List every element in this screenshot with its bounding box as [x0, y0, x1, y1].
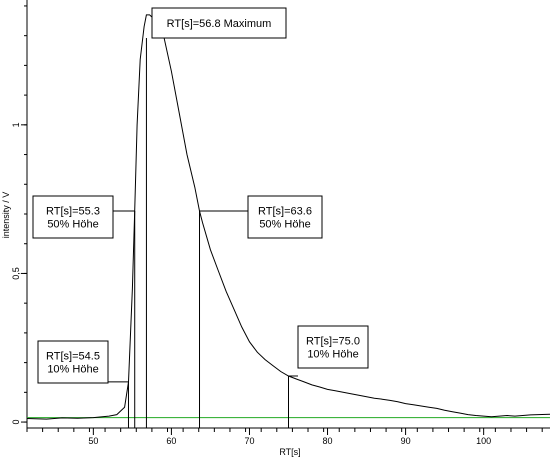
annotation-box: [32, 195, 114, 239]
annotation-box: [297, 325, 369, 369]
annotation-label: RT[s]=63.6: [258, 206, 312, 218]
y-ticks: 00,51: [11, 5, 27, 425]
y-tick-label: 0,5: [11, 267, 21, 280]
y-tick-label: 0: [11, 420, 21, 425]
annotation-box: [247, 195, 323, 239]
annotation-label: RT[s]=56.8 Maximum: [167, 18, 272, 30]
annotation-label: 10% Höhe: [47, 364, 98, 376]
annotation: RT[s]=55.350% Höhe: [32, 195, 136, 428]
annotation: RT[s]=63.650% Höhe: [199, 195, 323, 428]
x-tick-label: 50: [88, 436, 98, 446]
x-tick-label: 80: [323, 436, 333, 446]
y-axis-title: intensity / V: [1, 192, 11, 239]
annotation-box: [151, 7, 287, 39]
x-axis-title: RT[s]: [279, 447, 300, 457]
annotation-label: RT[s]=75.0: [306, 336, 360, 348]
y-tick-label: 1: [11, 122, 21, 127]
x-tick-label: 70: [244, 436, 254, 446]
annotation-label: RT[s]=55.3: [46, 206, 100, 218]
series-line: [26, 14, 550, 420]
x-minor-ticks: [26, 428, 543, 432]
annotation-box: [37, 340, 109, 384]
annotation: RT[s]=56.8 Maximum: [145, 7, 287, 428]
annotation: RT[s]=54.510% Höhe: [37, 340, 129, 428]
annotation-label: RT[s]=54.5: [46, 351, 100, 363]
x-tick-label: 60: [166, 436, 176, 446]
x-ticks: 50 60 70 80 90 100: [88, 428, 491, 446]
annotation: RT[s]=75.010% Höhe: [288, 325, 369, 428]
annotation-label: 10% Höhe: [307, 349, 358, 361]
x-tick-label: 90: [401, 436, 411, 446]
annotation-label: 50% Höhe: [259, 219, 310, 231]
annotation-label: 50% Höhe: [47, 219, 98, 231]
x-tick-label: 100: [476, 436, 491, 446]
